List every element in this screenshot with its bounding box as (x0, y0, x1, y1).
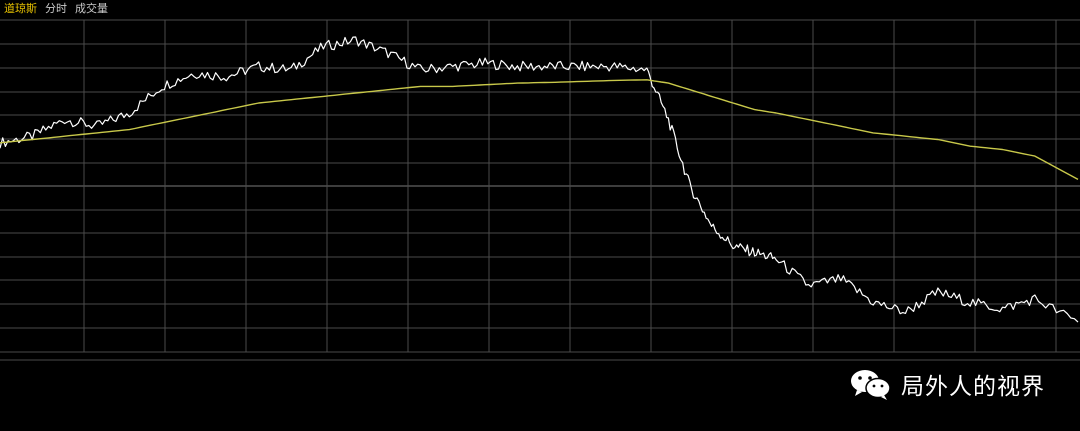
tab-dow-jones[interactable]: 道琼斯 (4, 2, 37, 15)
chart-header-tabs: 道琼斯 分时 成交量 (0, 0, 112, 18)
watermark-text: 局外人的视界 (901, 374, 1045, 400)
price-line (0, 36, 1079, 323)
wechat-watermark: 局外人的视界 (849, 367, 1045, 401)
tab-volume[interactable]: 成交量 (75, 2, 108, 15)
tab-intraday[interactable]: 分时 (45, 2, 67, 15)
wechat-icon (851, 370, 891, 400)
average-price-line (0, 79, 1079, 181)
chart-grid (0, 19, 1080, 361)
